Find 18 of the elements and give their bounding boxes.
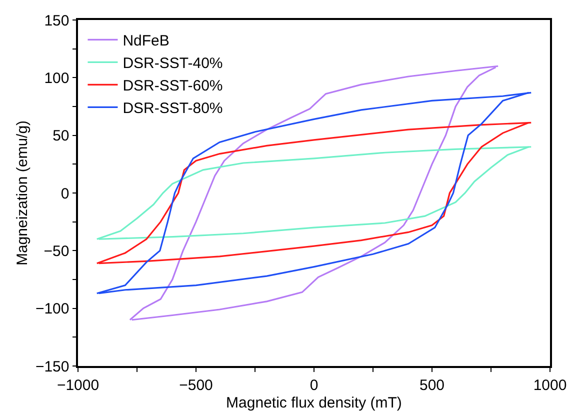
y-tick-label: −100 [35, 300, 70, 318]
y-tick-label: 150 [44, 12, 70, 30]
y-tick-label: 0 [60, 185, 70, 202]
y-tick-label: 100 [44, 70, 70, 87]
y-tick-label: −50 [44, 242, 70, 260]
legend-label: NdFeB [122, 32, 170, 50]
legend-label: DSR-SST-40% [122, 55, 223, 72]
y-tick-label: −150 [35, 358, 70, 376]
x-tick-label: 500 [419, 376, 445, 394]
x-tick-label: 0 [310, 376, 318, 394]
x-tick-label: −1000 [56, 376, 100, 394]
y-tick-label: 50 [52, 128, 70, 145]
x-axis-title: Magnetic flux density (mT) [226, 394, 402, 412]
x-tick-label: 1000 [533, 376, 567, 394]
y-axis-title: Magneization (emu/g) [14, 120, 32, 266]
legend-label: DSR-SST-60% [122, 78, 223, 95]
x-tick-label: −500 [179, 376, 213, 394]
legend-label: DSR-SST-80% [122, 100, 223, 118]
